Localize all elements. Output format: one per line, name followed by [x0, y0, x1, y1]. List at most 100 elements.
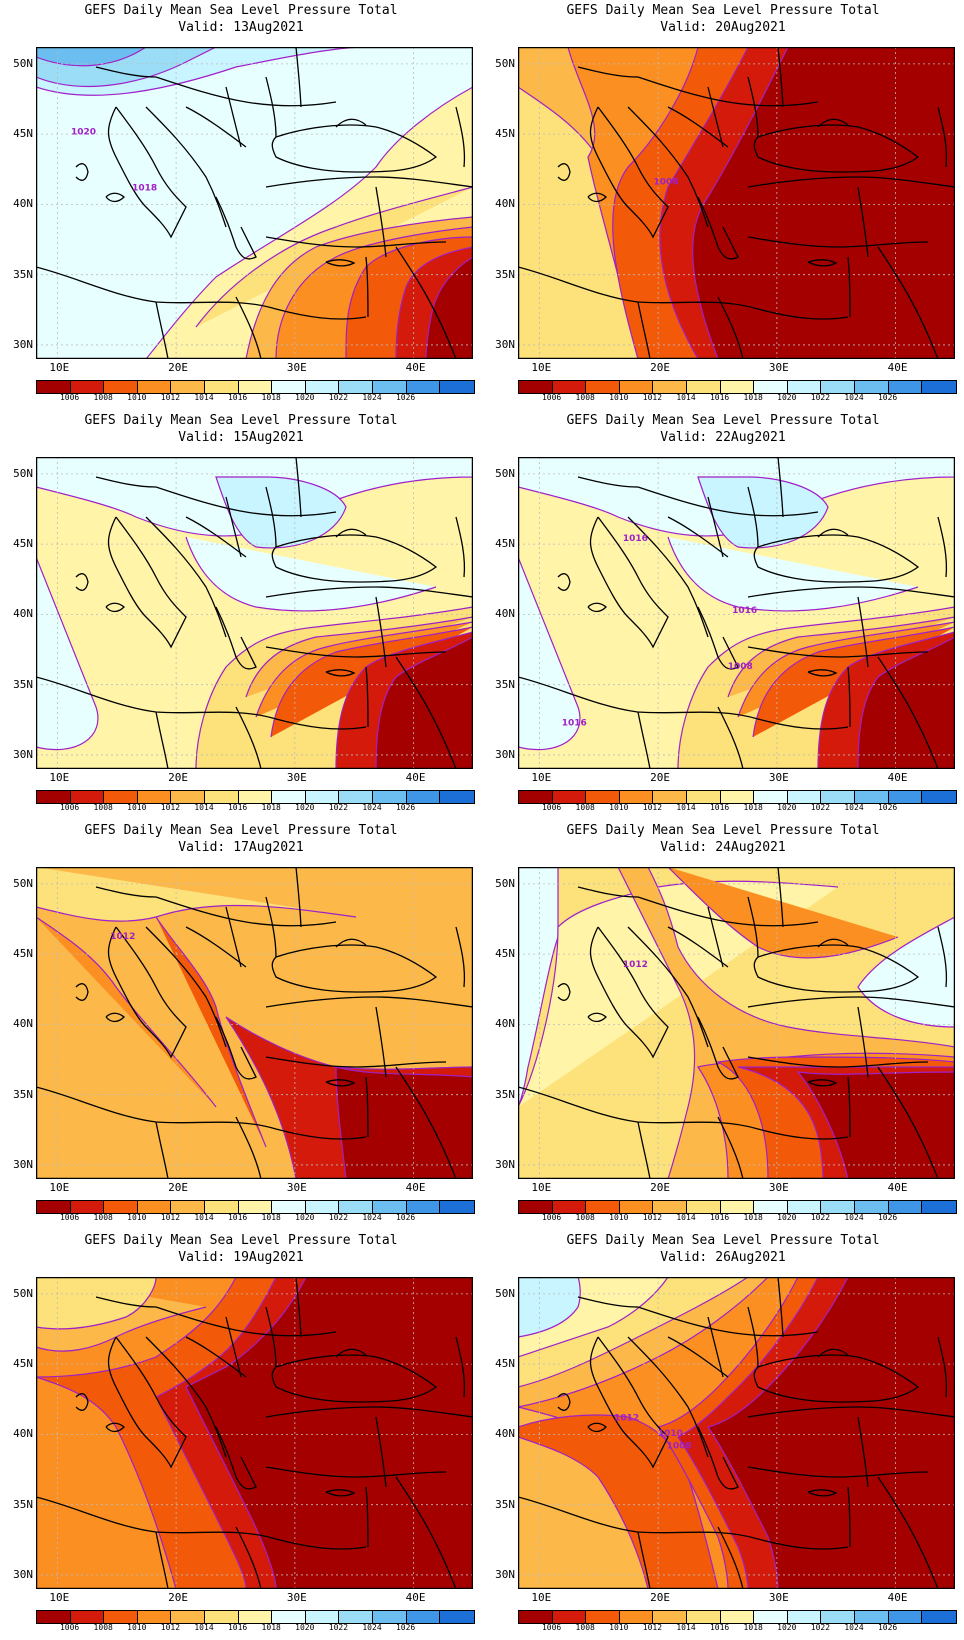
contour-label: 1012 [623, 960, 648, 970]
colorbar-tick-label: 1026 [395, 393, 416, 402]
map-panel: GEFS Daily Mean Sea Level Pressure Total… [0, 820, 482, 1230]
latitude-label: 30N [495, 1157, 515, 1171]
colorbar-tick-label: 1022 [810, 803, 831, 812]
longitude-label: 10E [49, 1181, 70, 1194]
longitude-label: 20E [168, 1181, 188, 1194]
coastline [325, 1489, 356, 1497]
colorbar-swatch [922, 1611, 956, 1623]
coastline [145, 516, 227, 638]
colorbar-tick-label: 1010 [127, 1213, 147, 1222]
coastline [877, 246, 939, 359]
coastline [155, 486, 337, 517]
contour-label: 1018 [132, 184, 157, 194]
panel-valid-date: Valid: 26Aug2021 [482, 1250, 964, 1266]
longitude-label: 10E [49, 771, 70, 784]
colorbar-swatch [339, 381, 373, 393]
colorbar-swatch [552, 1611, 587, 1623]
coastline [265, 236, 447, 248]
colorbar-tick-label: 1012 [160, 1623, 181, 1632]
colorbar-swatch [754, 1611, 788, 1623]
colorbar-tick-label: 1006 [541, 803, 562, 812]
coastline [747, 486, 759, 548]
colorbar-tick-label: 1008 [93, 393, 113, 402]
coastline [455, 1336, 466, 1398]
longitude-label: 20E [168, 361, 188, 374]
valid-date: 19Aug2021 [233, 1250, 304, 1265]
pressure-band [518, 1277, 581, 1338]
colorbar-ticks: 1006 1008 1010 1012 1014 1016 1018 1020 1022 1024… [518, 803, 955, 815]
coastline [637, 76, 819, 107]
colorbar-swatch [37, 381, 71, 393]
colorbar-tick-label: 1020 [295, 1623, 315, 1632]
pressure-band [185, 1277, 473, 1589]
latitude-label: 30N [495, 1567, 515, 1581]
coastline [75, 1393, 89, 1411]
longitude-label: 10E [49, 361, 70, 374]
colorbar-swatch [372, 1611, 407, 1623]
coastline [747, 1466, 929, 1478]
coastline [577, 1296, 639, 1308]
coastline [225, 906, 242, 968]
coastline [817, 118, 849, 128]
valid-date: 22Aug2021 [715, 430, 786, 445]
coastline [225, 1316, 242, 1378]
pressure-band [155, 916, 267, 1148]
colorbar-swatch [204, 791, 239, 803]
coastline [365, 256, 369, 318]
map-panel: GEFS Daily Mean Sea Level Pressure Total… [0, 1230, 482, 1640]
colorbar-swatch [440, 1201, 474, 1213]
coastline [215, 1426, 257, 1490]
latitude-label: 45N [495, 1357, 515, 1371]
coastline [627, 106, 709, 228]
longitude-label: 30E [768, 1591, 789, 1604]
panel-valid-date: Valid: 17Aug2021 [0, 840, 482, 856]
coastline [75, 983, 89, 1001]
colorbar-swatch [922, 791, 956, 803]
colorbar-tick-label: 1024 [362, 1623, 382, 1632]
colorbar-tick-label: 1012 [160, 1213, 181, 1222]
colorbar-tick-label: 1024 [844, 1213, 864, 1222]
colorbar-swatch [305, 1201, 340, 1213]
colorbar [36, 1200, 475, 1214]
coastline [637, 896, 819, 927]
colorbar-swatch [70, 381, 105, 393]
map-frame [518, 1277, 955, 1589]
coastline [587, 602, 607, 613]
coastline [265, 76, 277, 138]
colorbar-swatch [619, 1201, 654, 1213]
colorbar-tick-label: 1020 [777, 1213, 797, 1222]
latitude-label: 50N [13, 876, 33, 890]
pressure-map: 1012 [36, 867, 473, 1179]
colorbar-swatch [171, 1201, 205, 1213]
coastline [105, 602, 125, 613]
longitude-label: 30E [286, 771, 307, 784]
longitude-label: 30E [768, 361, 789, 374]
pressure-band [692, 47, 955, 359]
colorbar-tick-label: 1008 [93, 803, 113, 812]
coastline [717, 1526, 744, 1589]
coastline [155, 896, 337, 927]
coastline [235, 1526, 262, 1589]
coastline [107, 516, 187, 649]
pressure-band [667, 536, 919, 612]
colorbar-swatch [305, 791, 340, 803]
coastline [627, 926, 709, 1048]
map-panel: GEFS Daily Mean Sea Level Pressure Total… [482, 820, 964, 1230]
colorbar-tick-label: 1026 [877, 1213, 898, 1222]
coastline [557, 1393, 571, 1411]
map-panel: GEFS Daily Mean Sea Level Pressure Total… [0, 410, 482, 820]
panel-title: GEFS Daily Mean Sea Level Pressure Total [566, 823, 880, 838]
pressure-map: 1016 1016 1008 1016 [518, 457, 955, 769]
colorbar-swatch [70, 1201, 105, 1213]
latitude-label: 40N [13, 1017, 33, 1031]
colorbar-tick-label: 1026 [877, 393, 898, 402]
colorbar-swatch [339, 1611, 373, 1623]
coastline [753, 944, 920, 993]
coastline [747, 586, 955, 598]
coastline [753, 534, 920, 583]
longitude-label: 20E [168, 1591, 188, 1604]
coastline [105, 1422, 125, 1433]
coastline [777, 867, 784, 928]
longitude-label: 40E [887, 1181, 908, 1194]
colorbar-tick-label: 1016 [227, 1623, 248, 1632]
